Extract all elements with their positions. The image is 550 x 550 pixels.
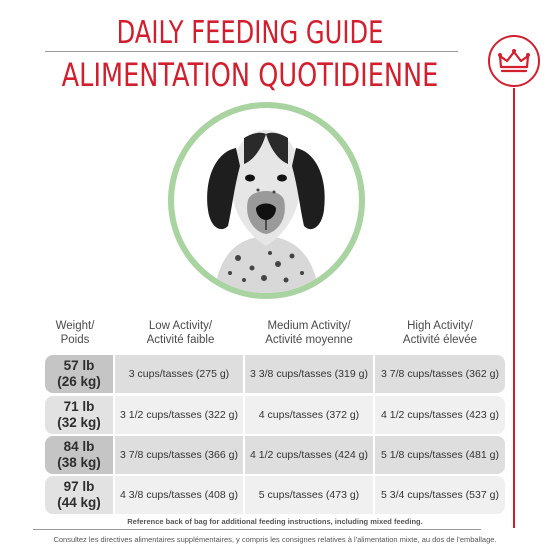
header-low-activity: Low Activity/ Activité faible <box>118 319 243 347</box>
weight-cell: 71 lb (32 kg) <box>45 396 113 434</box>
title-english: DAILY FEEDING GUIDE <box>116 15 384 51</box>
weight-lb: 57 lb <box>63 358 95 373</box>
disclaimer: Consultez les directives alimentaires su… <box>53 535 497 544</box>
high-activity-cell: 5 1/8 cups/tasses (481 g) <box>375 436 505 474</box>
table-row: 71 lb (32 kg) 3 1/2 cups/tasses (322 g) … <box>45 396 505 434</box>
dog-photo <box>174 108 359 293</box>
table-row: 97 lb (44 kg) 4 3/8 cups/tasses (408 g) … <box>45 476 505 514</box>
weight-cell: 57 lb (26 kg) <box>45 355 113 393</box>
header-high-en: High Activity/ <box>407 320 473 332</box>
weight-cell: 84 lb (38 kg) <box>45 436 113 474</box>
low-activity-cell: 3 cups/tasses (275 g) <box>115 355 243 393</box>
title-french: ALIMENTATION QUOTIDIENNE <box>61 56 439 94</box>
weight-kg: (38 kg) <box>57 455 101 470</box>
brand-vertical-line <box>513 88 515 528</box>
medium-activity-cell: 4 1/2 cups/tasses (424 g) <box>245 436 373 474</box>
footer-divider <box>33 529 481 530</box>
header-low-fr: Activité faible <box>146 334 215 346</box>
medium-activity-cell: 4 cups/tasses (372 g) <box>245 396 373 434</box>
high-activity-cell: 5 3/4 cups/tasses (537 g) <box>375 476 505 514</box>
table-row: 84 lb (38 kg) 3 7/8 cups/tasses (366 g) … <box>45 436 505 474</box>
high-activity-cell: 3 7/8 cups/tasses (362 g) <box>375 355 505 393</box>
header-medium-en: Medium Activity/ <box>267 320 351 332</box>
header-weight: Weight/ Poids <box>45 319 105 347</box>
header-weight-fr: Poids <box>60 334 90 346</box>
weight-lb: 97 lb <box>63 479 95 494</box>
header-high-activity: High Activity/ Activité élevée <box>375 319 505 347</box>
weight-kg: (44 kg) <box>57 495 101 510</box>
crown-icon <box>498 49 530 73</box>
table-row: 57 lb (26 kg) 3 cups/tasses (275 g) 3 3/… <box>45 355 505 393</box>
medium-activity-cell: 5 cups/tasses (473 g) <box>245 476 373 514</box>
weight-lb: 84 lb <box>63 439 95 454</box>
header-low-en: Low Activity/ <box>148 320 213 332</box>
title-divider <box>45 51 458 52</box>
weight-kg: (26 kg) <box>57 374 101 389</box>
weight-kg: (32 kg) <box>57 415 101 430</box>
weight-cell: 97 lb (44 kg) <box>45 476 113 514</box>
weight-lb: 71 lb <box>63 399 95 414</box>
low-activity-cell: 3 1/2 cups/tasses (322 g) <box>115 396 243 434</box>
low-activity-cell: 3 7/8 cups/tasses (366 g) <box>115 436 243 474</box>
low-activity-cell: 4 3/8 cups/tasses (408 g) <box>115 476 243 514</box>
header-medium-activity: Medium Activity/ Activité moyenne <box>245 319 373 347</box>
dog-photo-frame <box>168 102 365 299</box>
high-activity-cell: 4 1/2 cups/tasses (423 g) <box>375 396 505 434</box>
dog-portrait-icon <box>207 130 325 293</box>
brand-logo <box>488 35 540 87</box>
header-high-fr: Activité élevée <box>402 334 478 346</box>
header-weight-en: Weight/ <box>55 320 95 332</box>
header-medium-fr: Activité moyenne <box>265 334 353 346</box>
medium-activity-cell: 3 3/8 cups/tasses (319 g) <box>245 355 373 393</box>
footnote: Reference back of bag for additional fee… <box>127 517 423 526</box>
